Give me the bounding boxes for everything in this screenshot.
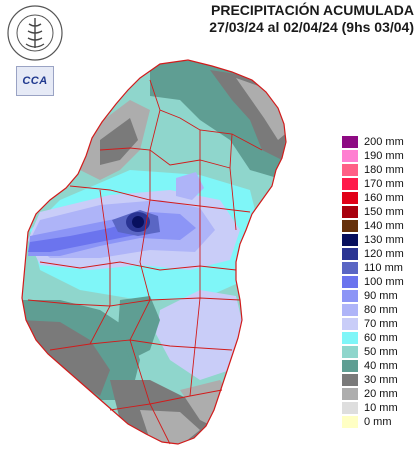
legend-item: 20 mm (342, 387, 418, 401)
legend-swatch (342, 304, 358, 316)
precipitation-legend: 200 mm 190 mm 180 mm 170 mm 160 mm 150 mm 140 … (342, 135, 418, 429)
legend-item: 40 mm (342, 359, 418, 373)
legend-label: 30 mm (364, 374, 398, 386)
legend-item: 120 mm (342, 247, 418, 261)
legend-item: 170 mm (342, 177, 418, 191)
legend-label: 200 mm (364, 136, 404, 148)
legend-swatch (342, 178, 358, 190)
legend-item: 190 mm (342, 149, 418, 163)
map-subtitle: 27/03/24 al 02/04/24 (9hs 03/04) (209, 19, 414, 35)
legend-item: 130 mm (342, 233, 418, 247)
legend-item: 50 mm (342, 345, 418, 359)
legend-item: 150 mm (342, 205, 418, 219)
legend-label: 180 mm (364, 164, 404, 176)
legend-swatch (342, 150, 358, 162)
legend-label: 130 mm (364, 234, 404, 246)
legend-label: 80 mm (364, 304, 398, 316)
legend-swatch (342, 374, 358, 386)
legend-item: 30 mm (342, 373, 418, 387)
legend-swatch (342, 416, 358, 428)
legend-label: 100 mm (364, 276, 404, 288)
legend-label: 160 mm (364, 192, 404, 204)
legend-label: 20 mm (364, 388, 398, 400)
legend-label: 50 mm (364, 346, 398, 358)
legend-label: 110 mm (364, 262, 403, 274)
legend-item: 70 mm (342, 317, 418, 331)
legend-item: 10 mm (342, 401, 418, 415)
legend-swatch (342, 234, 358, 246)
legend-item: 100 mm (342, 275, 418, 289)
legend-label: 40 mm (364, 360, 398, 372)
legend-item: 110 mm (342, 261, 418, 275)
legend-item: 140 mm (342, 219, 418, 233)
legend-swatch (342, 360, 358, 372)
legend-swatch (342, 192, 358, 204)
legend-swatch (342, 136, 358, 148)
legend-item: 80 mm (342, 303, 418, 317)
legend-item: 0 mm (342, 415, 418, 429)
legend-swatch (342, 402, 358, 414)
legend-label: 190 mm (364, 150, 404, 162)
legend-swatch (342, 388, 358, 400)
legend-swatch (342, 164, 358, 176)
legend-label: 70 mm (364, 318, 398, 330)
legend-item: 60 mm (342, 331, 418, 345)
cca-logo: CCA (16, 66, 54, 96)
map-title: PRECIPITACIÓN ACUMULADA (211, 2, 414, 18)
legend-swatch (342, 262, 358, 274)
legend-swatch (342, 332, 358, 344)
legend-swatch (342, 346, 358, 358)
legend-swatch (342, 248, 358, 260)
legend-label: 150 mm (364, 206, 404, 218)
legend-swatch (342, 318, 358, 330)
legend-label: 140 mm (364, 220, 404, 232)
legend-swatch (342, 206, 358, 218)
legend-item: 90 mm (342, 289, 418, 303)
legend-item: 200 mm (342, 135, 418, 149)
bolsa-cereales-logo (7, 5, 63, 61)
map-title-block: PRECIPITACIÓN ACUMULADA 27/03/24 al 02/0… (209, 2, 414, 36)
legend-label: 10 mm (364, 402, 398, 414)
legend-swatch (342, 290, 358, 302)
legend-label: 90 mm (364, 290, 398, 302)
legend-swatch (342, 220, 358, 232)
legend-label: 0 mm (364, 416, 392, 428)
legend-item: 180 mm (342, 163, 418, 177)
legend-label: 120 mm (364, 248, 404, 260)
legend-label: 60 mm (364, 332, 398, 344)
legend-swatch (342, 276, 358, 288)
legend-item: 160 mm (342, 191, 418, 205)
legend-label: 170 mm (364, 178, 404, 190)
